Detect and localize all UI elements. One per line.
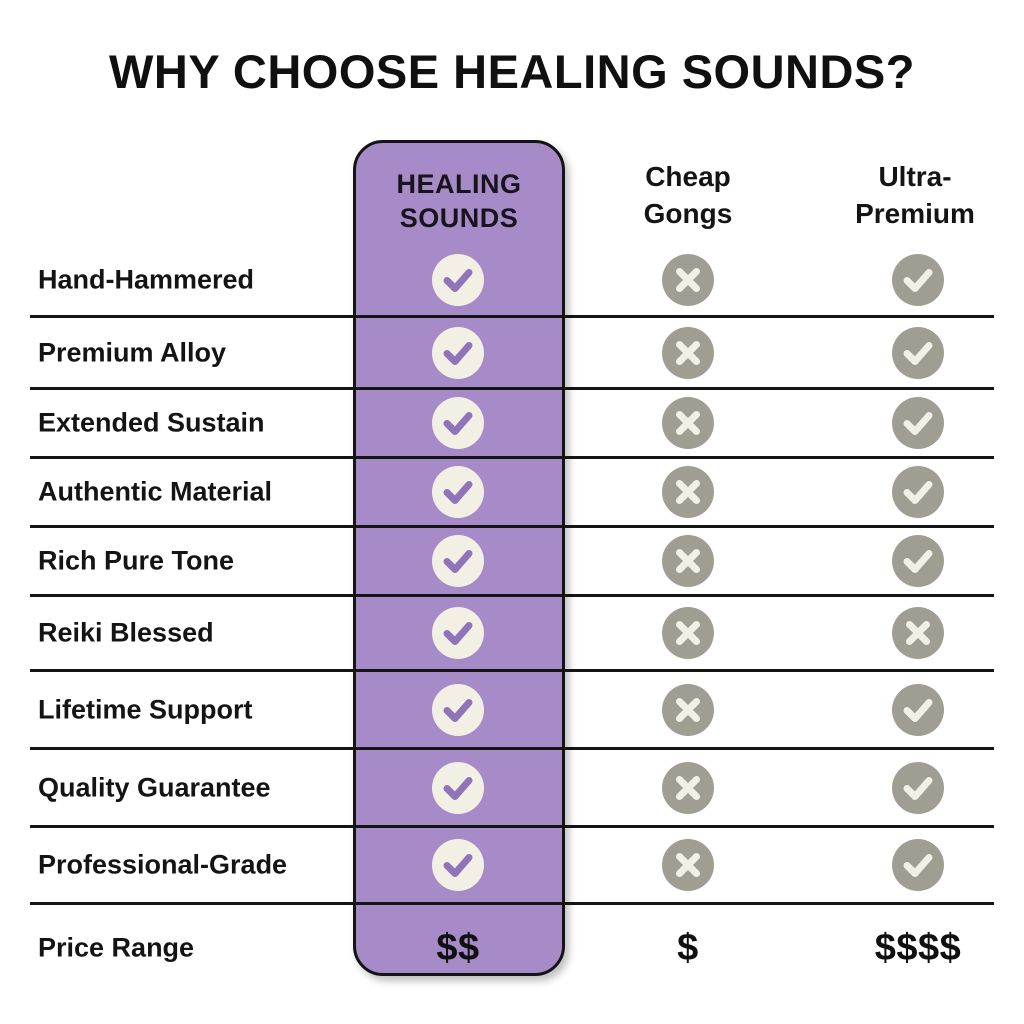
check-icon [432,761,484,814]
table-row: Rich Pure Tone [30,528,994,597]
price-value: $$ [436,926,480,969]
cross-icon [662,535,714,587]
check-icon [892,839,944,891]
check-icon [432,683,484,736]
row-feature-label: Rich Pure Tone [38,545,235,576]
check-icon [892,535,944,587]
price-value: $ [677,926,699,969]
column-header-cheap-gongs: Cheap Gongs [643,161,733,229]
table-row: Price Range $$ $ $$$$ [30,905,994,990]
cross-icon [662,326,714,379]
check-icon [892,253,944,306]
row-feature-label: Lifetime Support [38,694,253,724]
check-icon [432,535,484,587]
row-feature-label: Professional-Grade [38,849,288,880]
cross-icon [662,761,714,814]
column-header-healing-sounds: HEALING SOUNDS [396,169,522,233]
check-icon [892,761,944,814]
table-row: Authentic Material [30,459,994,528]
check-icon [432,397,484,449]
row-feature-label: Reiki Blessed [38,617,214,648]
check-icon [892,397,944,449]
table-row: Professional-Grade [30,828,994,905]
cross-icon [662,253,714,306]
check-icon [892,326,944,379]
column-header-ultra-premium: Ultra- Premium [855,161,975,229]
row-feature-label: Quality Guarantee [38,772,271,802]
cross-icon [662,466,714,518]
check-icon [432,253,484,306]
cross-icon [662,839,714,891]
row-feature-label: Hand-Hammered [38,264,255,294]
table-row: Reiki Blessed [30,597,994,672]
cross-icon [662,607,714,659]
table-row: Premium Alloy [30,318,994,390]
check-icon [432,839,484,891]
cross-icon [662,397,714,449]
check-icon [432,326,484,379]
check-icon [432,466,484,518]
table-row: Extended Sustain [30,390,994,459]
table-row: Lifetime Support [30,672,994,750]
row-feature-label: Authentic Material [38,476,273,507]
row-feature-label: Extended Sustain [38,407,265,438]
check-icon [892,683,944,736]
table-row: Hand-Hammered [30,244,994,318]
row-feature-label: Price Range [38,932,195,962]
check-icon [432,607,484,659]
cross-icon [662,683,714,736]
cross-icon [892,607,944,659]
row-feature-label: Premium Alloy [38,337,227,367]
table-row: Quality Guarantee [30,750,994,828]
page-title: WHY CHOOSE HEALING SOUNDS? [109,45,915,98]
comparison-table: Hand-Hammered Premium Alloy Extended Susta… [30,244,994,990]
price-value: $$$$ [874,926,962,969]
check-icon [892,466,944,518]
